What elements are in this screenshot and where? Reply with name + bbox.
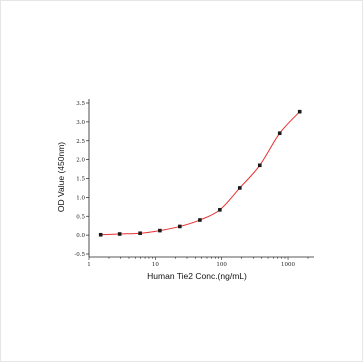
y-tick-label: 3.0 — [76, 120, 85, 126]
y-axis-title: OD Value (450nm) — [56, 142, 66, 212]
data-point — [277, 131, 282, 135]
y-tick-label: 3.5 — [76, 101, 85, 107]
y-tick-label: 1.0 — [76, 195, 85, 201]
data-point — [138, 231, 142, 236]
data-point — [158, 228, 162, 233]
data-point — [257, 163, 262, 168]
y-tick-label: 2.0 — [76, 158, 85, 164]
y-tick-label: -0.5 — [74, 252, 85, 258]
data-point — [237, 186, 242, 190]
data-point — [98, 232, 103, 237]
tick-labels: -0.5 0.0 0.5 1.0 1.5 2.0 2.5 3.0 3.5 1 10 100 1000 — [74, 101, 295, 268]
data-points — [98, 109, 302, 237]
y-tick-label: 0.5 — [76, 214, 85, 220]
data-point — [178, 224, 182, 229]
y-tick-label: 1.5 — [76, 177, 85, 183]
axes — [86, 99, 314, 260]
x-axis-title: Human Tie2 Conc.(ng/mL) — [147, 271, 247, 281]
x-tick-label: 10 — [152, 262, 159, 268]
x-tick-label: 1 — [87, 262, 91, 268]
x-tick-label: 1000 — [281, 262, 295, 268]
y-tick-label: 0.0 — [76, 233, 85, 239]
fitted-curve — [100, 111, 301, 236]
data-point — [218, 208, 222, 212]
x-tick-label: 100 — [216, 262, 227, 268]
data-point — [117, 232, 122, 236]
y-tick-label: 2.5 — [76, 139, 85, 145]
data-point — [297, 109, 302, 114]
data-point — [198, 218, 202, 222]
